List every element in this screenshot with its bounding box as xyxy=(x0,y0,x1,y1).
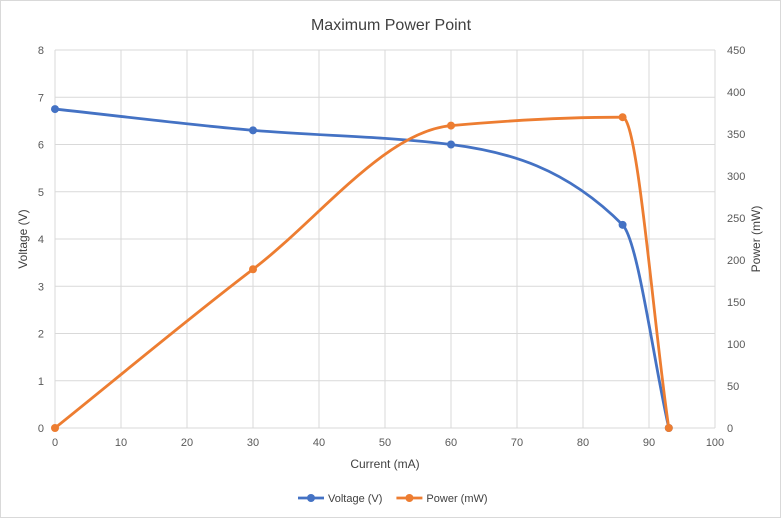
y2-tick-label: 250 xyxy=(727,213,745,225)
voltage-series-line xyxy=(53,107,671,430)
y-tick-label: 7 xyxy=(38,92,44,104)
y-tick-label: 4 xyxy=(38,234,44,246)
y-tick-labels: 0 1 2 3 4 5 6 7 8 xyxy=(38,45,44,435)
x-axis-title: Current (mA) xyxy=(350,457,419,471)
legend: Voltage (V) Power (mW) xyxy=(298,493,488,505)
y-tick-label: 3 xyxy=(38,281,44,293)
y-tick-label: 0 xyxy=(38,423,44,435)
y2-tick-label: 450 xyxy=(727,45,745,57)
y2-tick-label: 150 xyxy=(727,297,745,309)
x-tick-label: 10 xyxy=(115,437,127,449)
y2-tick-label: 300 xyxy=(727,171,745,183)
x-tick-label: 40 xyxy=(313,437,325,449)
voltage-data-point-2 xyxy=(447,140,455,149)
series-layer xyxy=(51,105,673,432)
voltage-data-point-3 xyxy=(618,220,627,229)
x-tick-label: 60 xyxy=(445,437,457,449)
x-tick-labels: 0 10 20 30 40 50 60 70 80 90 100 xyxy=(52,437,724,449)
x-tick-label: 30 xyxy=(247,437,259,449)
legend-label-power: Power (mW) xyxy=(426,493,487,505)
x-tick-label: 0 xyxy=(52,437,58,449)
x-tick-label: 100 xyxy=(706,437,724,449)
x-tick-label: 20 xyxy=(181,437,193,449)
y-tick-label: 1 xyxy=(38,376,44,388)
y2-tick-label: 400 xyxy=(727,87,745,99)
y2-tick-label: 200 xyxy=(727,255,745,267)
y2-axis-title: Power (mW) xyxy=(749,206,763,273)
voltage-data-point-0 xyxy=(51,105,59,114)
legend-label-voltage: Voltage (V) xyxy=(328,493,382,505)
y2-tick-labels: 0 50 100 150 200 250 300 350 400 450 xyxy=(727,45,745,435)
power-data-point-2 xyxy=(447,121,455,130)
grid xyxy=(54,49,716,429)
power-data-point-1 xyxy=(249,265,257,274)
legend-swatch-marker-voltage xyxy=(307,494,315,502)
power-data-point-0 xyxy=(51,424,59,432)
y2-tick-label: 350 xyxy=(727,129,745,141)
power-data-point-4 xyxy=(664,424,673,432)
legend-swatch-marker-power xyxy=(405,494,414,502)
y2-tick-label: 100 xyxy=(727,339,745,351)
y-tick-label: 6 xyxy=(38,140,44,152)
x-tick-label: 70 xyxy=(511,437,523,449)
y2-tick-label: 50 xyxy=(727,381,739,393)
y-tick-label: 2 xyxy=(38,329,44,341)
x-tick-label: 80 xyxy=(577,437,589,449)
y-axis-title: Voltage (V) xyxy=(16,209,30,268)
x-tick-label: 90 xyxy=(643,437,655,449)
x-tick-label: 50 xyxy=(379,437,391,449)
y-tick-label: 5 xyxy=(38,187,44,199)
power-series-line xyxy=(53,115,671,430)
chart-title: Maximum Power Point xyxy=(311,17,472,34)
power-data-point-3 xyxy=(618,113,627,122)
y-tick-label: 8 xyxy=(38,45,44,57)
y2-tick-label: 0 xyxy=(727,423,733,435)
voltage-data-point-1 xyxy=(249,126,257,135)
